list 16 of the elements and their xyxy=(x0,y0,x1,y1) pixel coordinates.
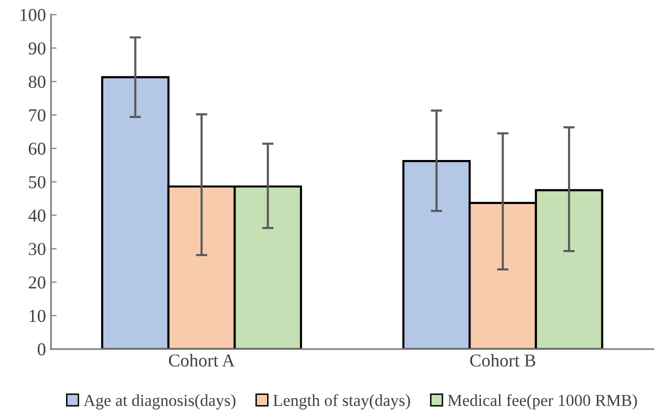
x-tick-label: Cohort A xyxy=(168,354,235,367)
y-tick-label: 20 xyxy=(28,276,46,289)
legend-label: Age at diagnosis(days) xyxy=(84,394,236,410)
y-tick-label: 90 xyxy=(28,42,46,55)
y-tick-label: 30 xyxy=(28,242,46,256)
y-tick-label: 60 xyxy=(28,142,46,155)
y-tick-label: 100 xyxy=(20,8,46,22)
legend-label: Length of stay(days) xyxy=(273,394,410,410)
y-tick-label: 50 xyxy=(29,176,46,188)
y-tick-label: 10 xyxy=(30,310,46,322)
y-tick-label: 40 xyxy=(28,210,46,222)
x-tick-label: Cohort B xyxy=(470,354,536,367)
legend-label: Medical fee(per 1000 RMB) xyxy=(448,394,637,410)
y-tick-label: 70 xyxy=(29,109,46,122)
y-tick-label: 80 xyxy=(28,76,46,88)
y-tick-label: 0 xyxy=(38,343,46,356)
